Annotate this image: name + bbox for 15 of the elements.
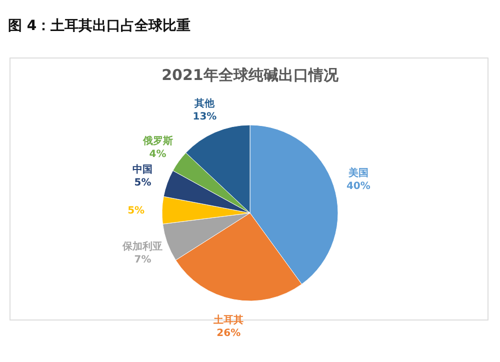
slice-label: 美国: [347, 166, 368, 179]
data-label: 5%: [128, 205, 145, 216]
chart-title: 图 4：土耳其出口占全球比重: [8, 18, 191, 34]
data-label: 5%: [134, 177, 152, 188]
slice-label: 土耳其: [212, 314, 244, 326]
data-label: 40%: [346, 180, 370, 192]
slice-label: 中国: [132, 163, 153, 176]
data-label: 26%: [216, 328, 241, 339]
slice-label: 其他: [194, 97, 216, 110]
data-label: 7%: [134, 254, 152, 266]
slice-label: 俄罗斯: [142, 134, 173, 147]
data-label: 13%: [192, 111, 217, 122]
data-label: 4%: [149, 148, 166, 160]
chart-subtitle: 2021年全球纯碱出口情况: [162, 66, 340, 84]
slice-label: 保加利亚: [122, 240, 163, 253]
